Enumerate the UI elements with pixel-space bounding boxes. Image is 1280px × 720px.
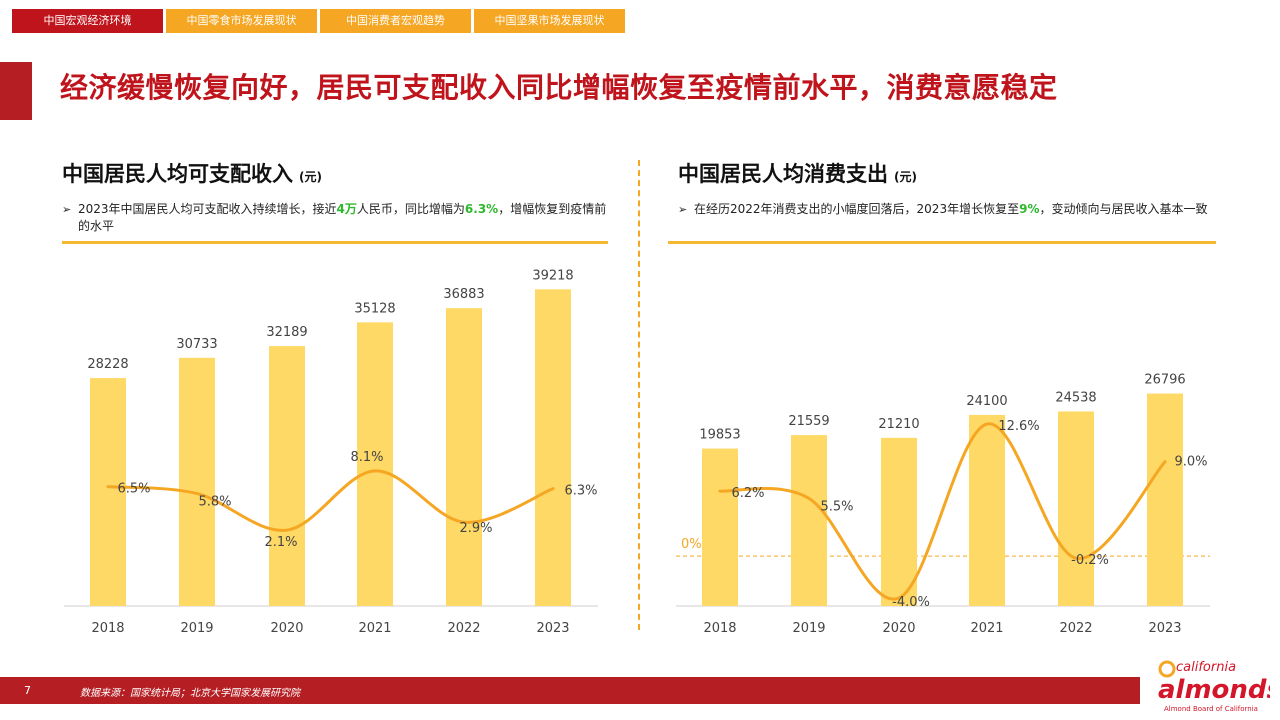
income-bar-value: 28228 <box>87 357 128 372</box>
income-bar <box>179 357 215 606</box>
income-x-tick: 2021 <box>358 621 391 636</box>
left-panel-title: 中国居民人均可支配收入 (元) <box>62 158 322 188</box>
left-note-highlight-2: 6.3% <box>464 202 499 216</box>
income-bar <box>357 322 393 606</box>
income-growth-label: 5.8% <box>198 495 231 510</box>
data-source: 数据来源：国家统计局；北京大学国家发展研究院 <box>80 688 300 699</box>
income-bar <box>535 289 571 606</box>
right-note: ➢ 在经历2022年消费支出的小幅度回落后，2023年增长恢复至9%，变动倾向与… <box>678 201 1213 218</box>
tab-macro-economy[interactable]: 中国宏观经济环境 <box>12 9 163 33</box>
spending-growth-label: 5.5% <box>820 499 853 514</box>
spending-bar-value: 24538 <box>1055 390 1096 405</box>
page-number: 7 <box>24 684 31 697</box>
income-bar-value: 36883 <box>443 287 484 302</box>
spending-x-tick: 2019 <box>792 621 825 636</box>
income-bar-value: 39218 <box>532 268 573 283</box>
right-note-highlight: 9% <box>1019 202 1040 216</box>
spending-x-tick: 2022 <box>1059 621 1092 636</box>
income-x-tick: 2023 <box>536 621 569 636</box>
left-note-post: ，增幅恢复到疫情前的水平 <box>78 202 607 233</box>
spending-bar <box>702 448 738 606</box>
left-title-unit: (元) <box>299 170 322 184</box>
income-bar-value: 30733 <box>176 337 217 352</box>
page-title: 经济缓慢恢复向好，居民可支配收入同比增幅恢复至疫情前水平，消费意愿稳定 <box>60 71 1058 104</box>
arrow-bullet-icon: ➢ <box>62 203 72 216</box>
spending-x-tick: 2023 <box>1148 621 1181 636</box>
arrow-bullet-icon: ➢ <box>678 203 688 216</box>
spending-growth-label: 6.2% <box>731 486 764 501</box>
spending-bar-value: 19853 <box>699 428 740 443</box>
right-divider <box>668 241 1216 244</box>
left-note-highlight-1: 4万 <box>336 202 357 216</box>
income-growth-label: 2.9% <box>459 521 492 536</box>
right-note-pre: 在经历2022年消费支出的小幅度回落后，2023年增长恢复至 <box>694 202 1020 216</box>
income-growth-label: 6.3% <box>564 484 597 499</box>
spending-bar-value: 21559 <box>788 414 829 429</box>
spending-bar <box>1058 411 1094 606</box>
income-bar-value: 32189 <box>266 325 307 340</box>
tab-consumer-trends[interactable]: 中国消费者宏观趋势 <box>320 9 471 33</box>
panel-separator <box>638 160 640 630</box>
spending-x-tick: 2020 <box>882 621 915 636</box>
california-almonds-logo: california almonds Almond Board of Calif… <box>1150 654 1280 716</box>
spending-bar <box>881 437 917 606</box>
right-note-post: ，变动倾向与居民收入基本一致 <box>1039 202 1208 216</box>
spending-bar <box>1147 393 1183 606</box>
income-x-tick: 2022 <box>447 621 480 636</box>
section-tabs: 中国宏观经济环境 中国零食市场发展现状 中国消费者宏观趋势 中国坚果市场发展现状 <box>12 9 625 33</box>
spending-bar-value: 24100 <box>966 394 1007 409</box>
income-bar <box>269 346 305 606</box>
left-note-mid: 人民币，同比增幅为 <box>356 202 465 216</box>
spending-growth-line <box>718 422 1167 601</box>
spending-growth-label: -0.2% <box>1071 553 1109 568</box>
right-title-text: 中国居民人均消费支出 <box>678 162 888 186</box>
spending-growth-label: -4.0% <box>892 595 930 610</box>
spending-x-tick: 2021 <box>970 621 1003 636</box>
income-growth-label: 6.5% <box>117 482 150 497</box>
spending-growth-label: 12.6% <box>998 419 1039 434</box>
logo-almonds: almonds <box>1158 675 1270 705</box>
income-bar-value: 35128 <box>354 301 395 316</box>
tab-nut-market[interactable]: 中国坚果市场发展现状 <box>474 9 625 33</box>
spending-bar-value: 26796 <box>1144 373 1185 388</box>
right-panel-title: 中国居民人均消费支出 (元) <box>678 158 917 188</box>
income-bar <box>446 308 482 606</box>
left-title-text: 中国居民人均可支配收入 <box>62 162 293 186</box>
logo-california: california <box>1176 660 1236 675</box>
left-note-pre: 2023年中国居民人均可支配收入持续增长，接近 <box>78 202 337 216</box>
spending-bar <box>969 414 1005 606</box>
right-title-unit: (元) <box>894 170 917 184</box>
tab-snack-market[interactable]: 中国零食市场发展现状 <box>166 9 317 33</box>
income-x-tick: 2019 <box>180 621 213 636</box>
left-note: ➢ 2023年中国居民人均可支配收入持续增长，接近4万人民币，同比增幅为6.3%… <box>62 201 607 235</box>
title-accent-bar <box>0 62 32 120</box>
income-x-tick: 2020 <box>270 621 303 636</box>
income-growth-line <box>106 469 555 532</box>
left-divider <box>62 241 608 244</box>
spending-x-tick: 2018 <box>703 621 736 636</box>
footer-bar <box>0 677 1140 704</box>
spending-growth-label: 9.0% <box>1174 455 1207 470</box>
spending-bar <box>791 435 827 606</box>
income-growth-label: 2.1% <box>264 535 297 550</box>
spending-bar-value: 21210 <box>878 417 919 432</box>
income-x-tick: 2018 <box>91 621 124 636</box>
income-bar <box>90 378 126 606</box>
spending-zero-label: 0% <box>681 537 702 552</box>
logo-sub: Almond Board of California <box>1164 705 1258 713</box>
income-growth-label: 8.1% <box>350 450 383 465</box>
